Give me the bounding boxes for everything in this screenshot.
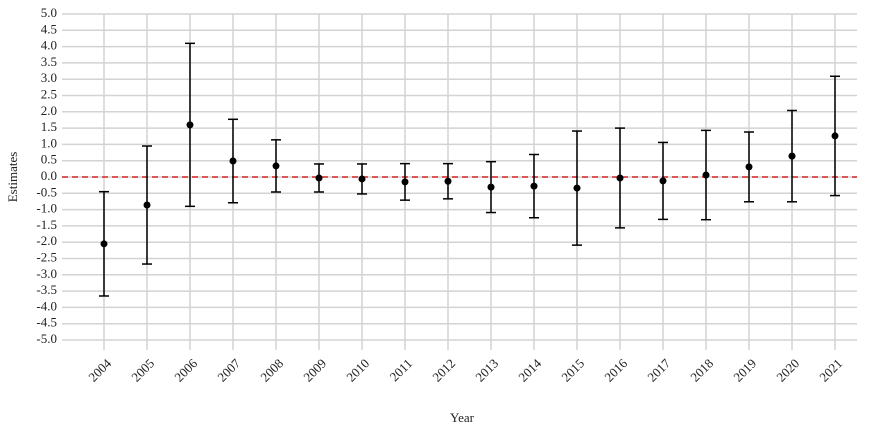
y-tick-label: 4.5 (41, 21, 57, 36)
point (616, 174, 624, 182)
x-tick-label: 2020 (773, 356, 802, 385)
point (659, 177, 667, 185)
x-axis-label: Year (450, 410, 475, 425)
y-tick-label: 0.5 (41, 152, 57, 167)
y-tick-label: -3.0 (36, 266, 57, 281)
point (401, 178, 409, 186)
y-tick-label: -0.5 (36, 184, 57, 199)
point (573, 184, 581, 192)
point (143, 201, 151, 209)
y-tick-label: -2.0 (36, 233, 57, 248)
y-tick-label: -2.5 (36, 249, 57, 264)
y-tick-label: 4.0 (41, 38, 57, 53)
y-tick-label: 1.5 (41, 119, 57, 134)
y-tick-label: -3.5 (36, 282, 57, 297)
x-tick-label: 2015 (558, 356, 587, 385)
point (358, 175, 366, 183)
y-axis-label: Estimates (5, 152, 20, 203)
y-tick-label: 0.0 (41, 168, 57, 183)
point (186, 121, 194, 129)
x-tick-label: 2019 (730, 356, 759, 385)
point (444, 177, 452, 185)
x-tick-label: 2010 (343, 356, 372, 385)
point (229, 157, 237, 165)
point (745, 163, 753, 171)
y-tick-label: 3.0 (41, 70, 57, 85)
y-tick-label: -4.0 (36, 298, 57, 313)
point (788, 152, 796, 160)
y-tick-label: 2.0 (41, 103, 57, 118)
y-tick-label: 3.5 (41, 54, 57, 69)
point (487, 183, 495, 191)
point (315, 174, 323, 182)
x-tick-label: 2006 (171, 355, 200, 384)
x-tick-label: 2009 (300, 356, 329, 385)
x-tick-label: 2008 (257, 356, 286, 385)
y-tick-label: -4.5 (36, 315, 57, 330)
x-tick-label: 2005 (128, 356, 157, 385)
x-tick-label: 2021 (816, 356, 845, 385)
y-tick-label: -5.0 (36, 331, 57, 346)
point (272, 162, 280, 170)
y-tick-label: 5.0 (41, 5, 57, 20)
point (702, 171, 710, 179)
point (831, 132, 839, 140)
y-tick-label: -1.0 (36, 201, 57, 216)
x-tick-label: 2016 (601, 355, 630, 384)
y-tick-label: -1.5 (36, 217, 57, 232)
x-tick-label: 2018 (687, 356, 716, 385)
x-tick-label: 2011 (387, 356, 416, 385)
x-tick-label: 2017 (644, 355, 673, 384)
y-tick-label: 2.5 (41, 86, 57, 101)
y-tick-label: 1.0 (41, 135, 57, 150)
point (100, 240, 108, 248)
point (530, 182, 538, 190)
x-tick-label: 2012 (429, 356, 458, 385)
x-tick-label: 2007 (214, 355, 243, 384)
x-tick-label: 2013 (472, 356, 501, 385)
x-tick-label: 2014 (515, 355, 544, 384)
x-tick-label: 2004 (85, 355, 114, 384)
